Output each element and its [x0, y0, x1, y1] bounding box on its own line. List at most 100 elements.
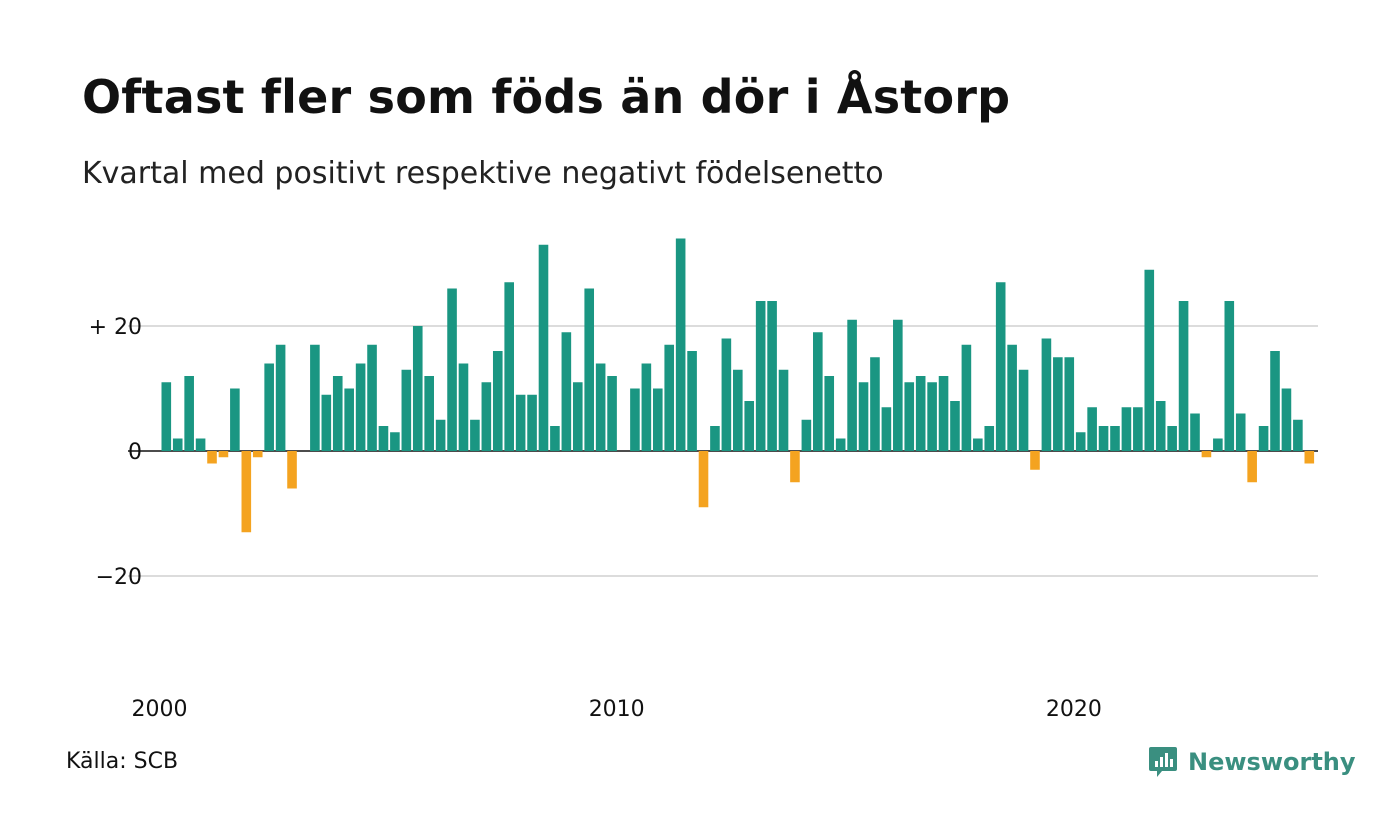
bar [973, 438, 983, 451]
bar [1041, 338, 1052, 451]
bar [1133, 407, 1143, 451]
chart-title: Oftast fler som föds än dör i Åstorp [82, 70, 1011, 124]
bar [230, 388, 240, 451]
bar [710, 426, 720, 451]
bar [813, 332, 823, 451]
x-tick-label: 2000 [132, 697, 188, 722]
bar [550, 426, 560, 451]
bar [264, 363, 274, 451]
bar [893, 319, 903, 451]
bar [470, 419, 480, 451]
bar [652, 388, 663, 451]
bar [1098, 426, 1109, 451]
bar [515, 394, 526, 451]
bar [218, 451, 229, 458]
bar [481, 382, 492, 451]
bar [630, 388, 640, 451]
bar [961, 344, 972, 451]
bar [378, 426, 389, 451]
bar [390, 432, 400, 451]
bar [915, 376, 926, 451]
bar [641, 363, 652, 451]
source-note: Källa: SCB [66, 749, 179, 774]
y-tick-label: 0 [128, 440, 142, 465]
bar [1190, 413, 1200, 451]
bar-series [161, 238, 1315, 533]
bar [275, 344, 286, 451]
y-tick-label: −20 [96, 565, 142, 590]
bar [721, 338, 732, 451]
bar [492, 351, 503, 451]
bar [321, 394, 332, 451]
bar [1110, 426, 1120, 451]
bar [824, 376, 835, 451]
bar [595, 363, 606, 451]
chart-subtitle: Kvartal med positivt respektive negativt… [82, 156, 884, 191]
bar [881, 407, 892, 451]
bar [401, 369, 412, 451]
bar [938, 376, 949, 451]
brand-logo[interactable]: Newsworthy [1148, 742, 1356, 782]
bar [1235, 413, 1246, 451]
bar [904, 382, 915, 451]
bar [344, 388, 354, 451]
bar [1213, 438, 1223, 451]
axis-labels: + 20 0 −20 2000 2010 2020 [89, 315, 1102, 722]
bar [984, 426, 995, 451]
bar [367, 344, 377, 451]
brand-name: Newsworthy [1188, 748, 1356, 776]
x-tick-label: 2010 [589, 697, 645, 722]
x-tick-label: 2020 [1046, 697, 1102, 722]
bar [287, 451, 297, 489]
bar [1075, 432, 1086, 451]
bar [698, 451, 709, 508]
bar [1121, 407, 1132, 451]
bar [1258, 426, 1269, 451]
bar [504, 282, 514, 451]
bar [172, 438, 183, 451]
bar [778, 369, 789, 451]
bar [664, 344, 675, 451]
bar [1224, 301, 1235, 451]
bar [435, 419, 446, 451]
bar [424, 376, 434, 451]
y-tick-label: + 20 [89, 315, 142, 340]
bar [195, 438, 206, 451]
bar [950, 401, 960, 451]
bar [767, 301, 777, 451]
bar [1293, 419, 1303, 451]
bar [1247, 451, 1257, 483]
bar [870, 357, 880, 451]
bar [790, 451, 800, 483]
bar [927, 382, 937, 451]
bar [355, 363, 366, 451]
bar [858, 382, 869, 451]
bar [310, 344, 320, 451]
bar [252, 451, 263, 458]
bar [584, 288, 595, 451]
bar [1087, 407, 1097, 451]
bar [755, 301, 766, 451]
bar [207, 451, 217, 464]
bar [241, 451, 252, 533]
bar [1030, 451, 1040, 470]
bar [161, 382, 172, 451]
bar [447, 288, 457, 451]
bar [332, 376, 343, 451]
bar [1155, 401, 1166, 451]
bar [1304, 451, 1315, 464]
bar [1167, 426, 1177, 451]
bar [835, 438, 846, 451]
bar [1064, 357, 1075, 451]
bar [1018, 369, 1029, 451]
newsworthy-logo-icon [1149, 747, 1177, 777]
bar [995, 282, 1006, 451]
bar [561, 332, 572, 451]
bar [1201, 451, 1212, 458]
bar [572, 382, 583, 451]
bar [847, 319, 857, 451]
bar [687, 351, 697, 451]
bar [1281, 388, 1292, 451]
bar [412, 326, 423, 451]
